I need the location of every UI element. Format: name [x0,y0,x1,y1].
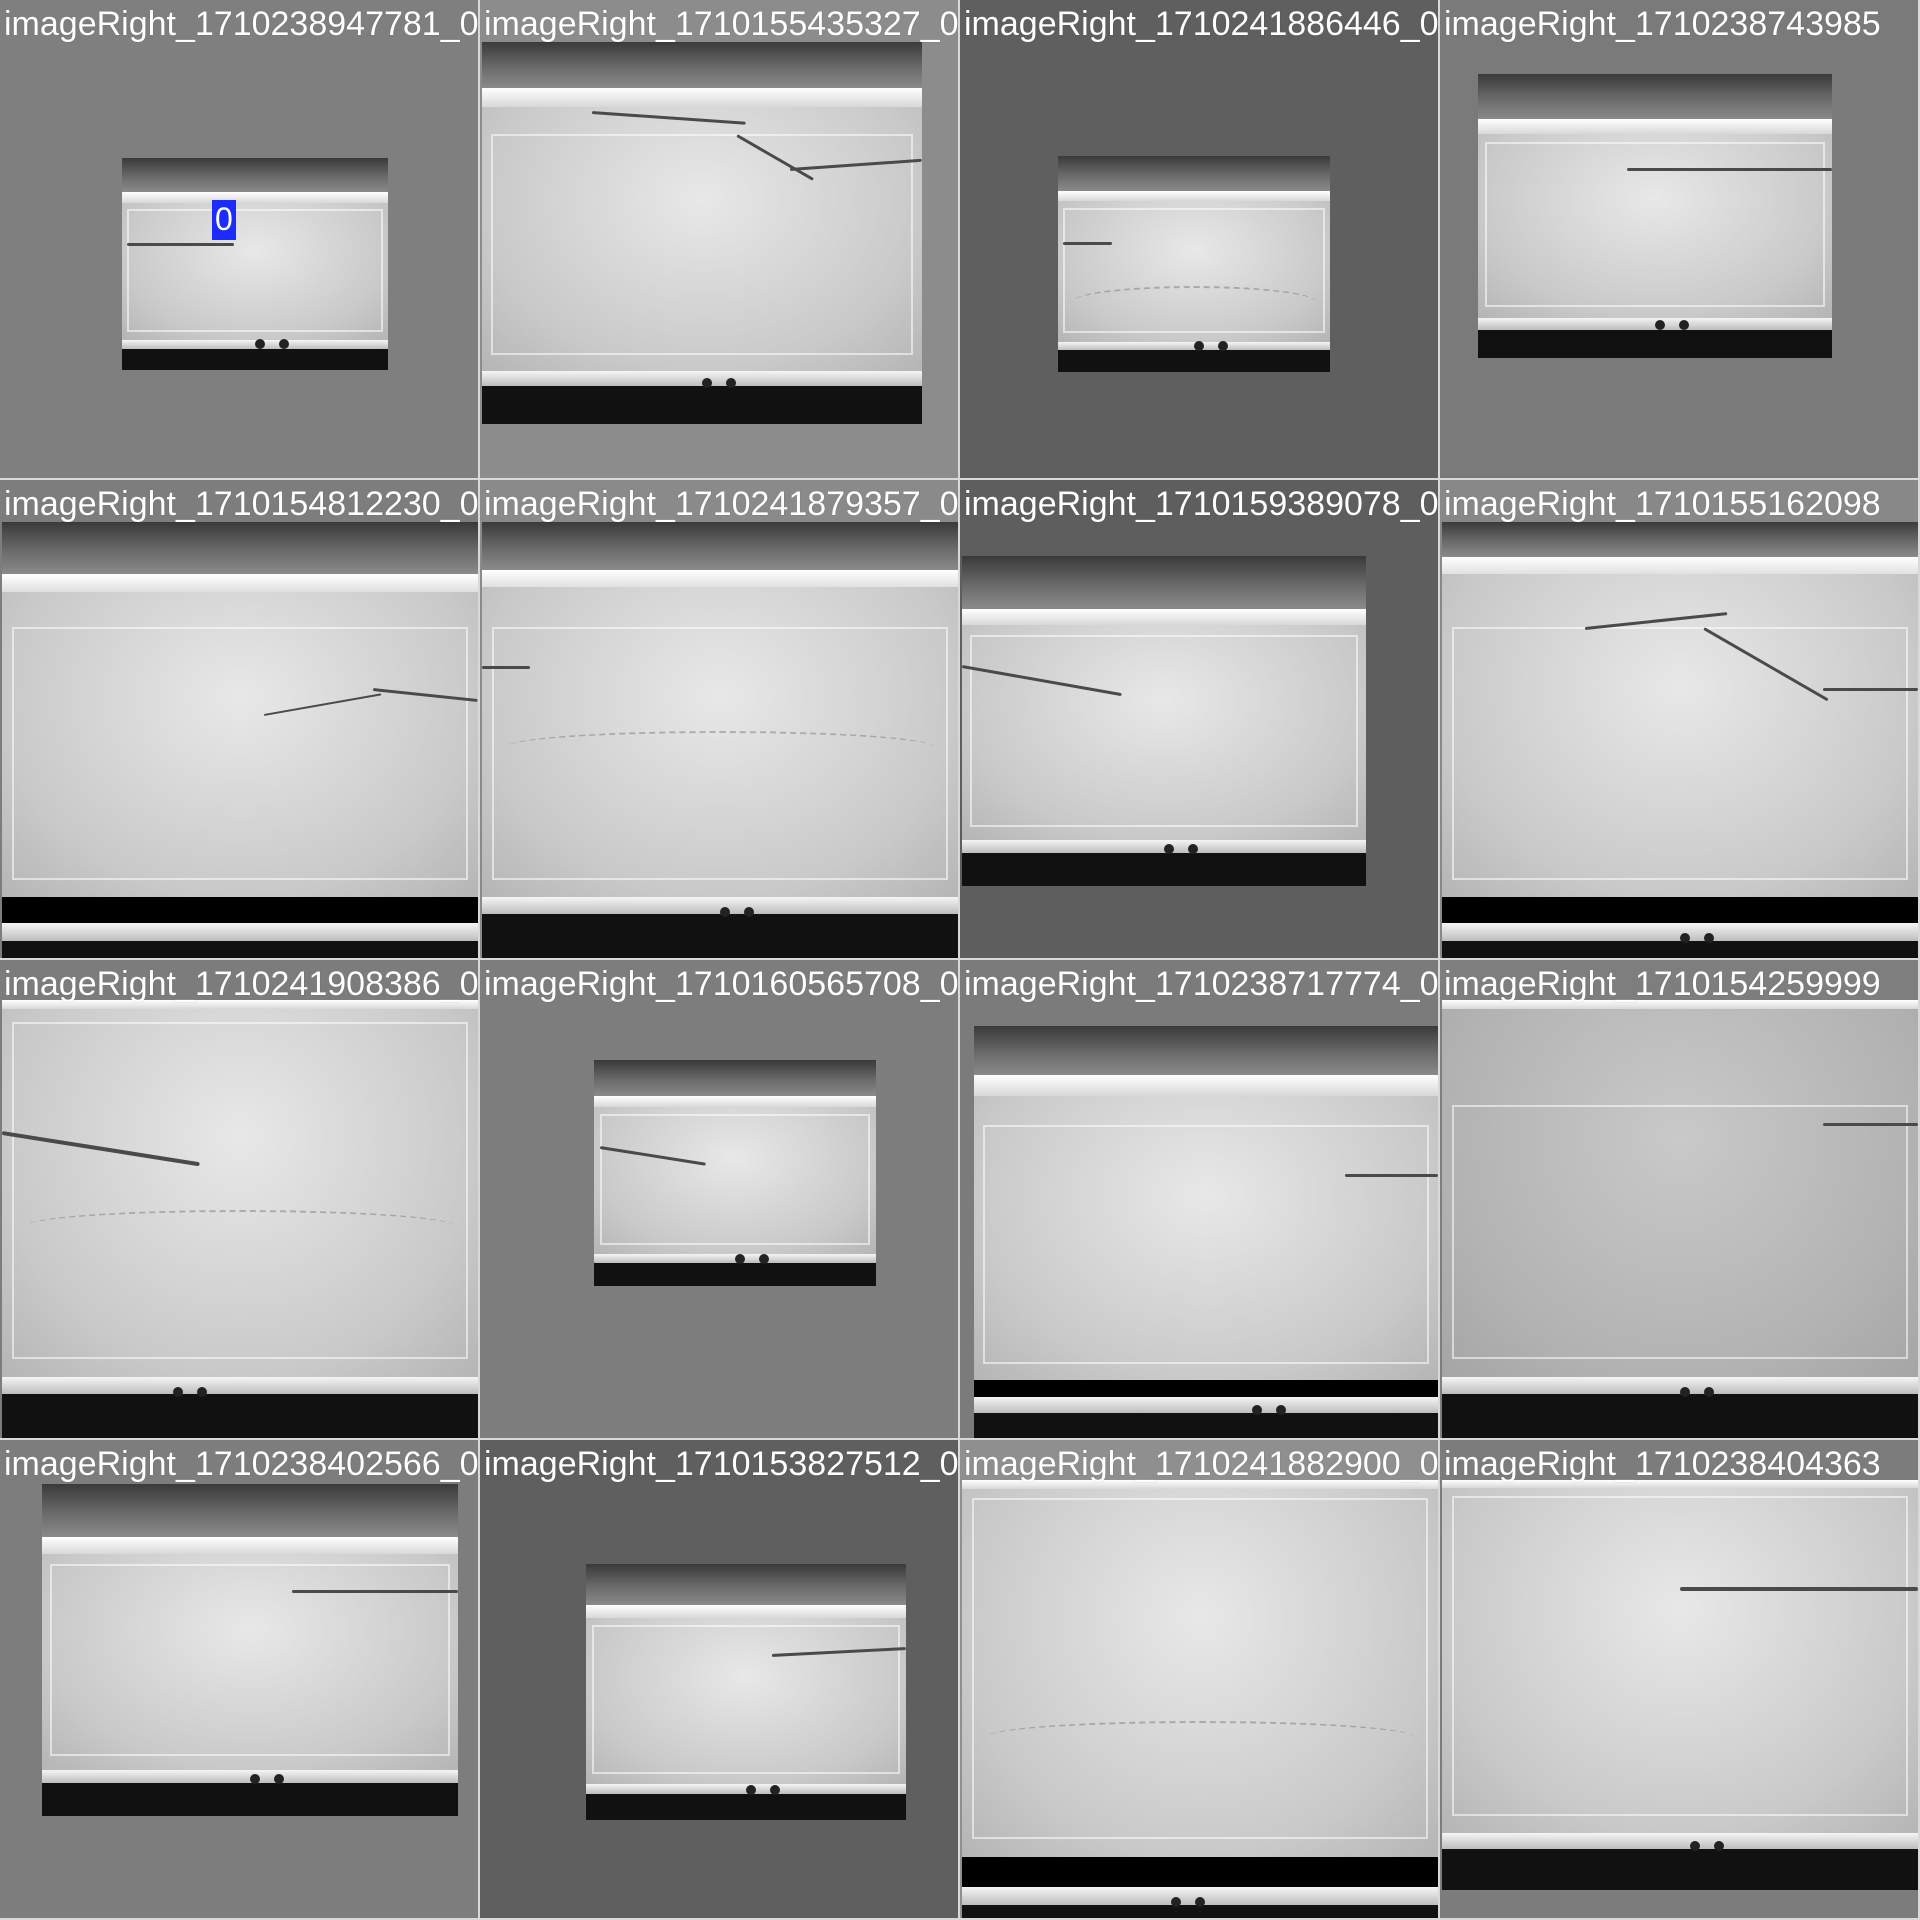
tile-16[interactable]: 0 imageRight_1710238404363 [1440,1440,1920,1920]
tile-9[interactable]: 0 imageRight_1710241908386_000000.png [0,960,480,1440]
tank-photo [2,1000,478,1438]
tank-photo [1442,1000,1918,1438]
tile-filename: imageRight_1710241882900_000000.png [964,1445,1439,1483]
tank-photo [974,1026,1438,1438]
tile-filename: imageRight_1710155435327_000000.png [484,5,959,43]
tile-filename: imageRight_1710241908386_000000.png [4,965,479,1003]
tile-7[interactable]: 0 imageRight_1710159389078_000000.png [960,480,1440,960]
tank-photo [962,556,1366,886]
tile-filename: imageRight_1710159389078_000000.png [964,485,1439,523]
tank-photo [1442,1480,1918,1890]
tile-filename: imageRight_1710241886446_000000.png [964,5,1439,43]
tank-photo [594,1060,876,1286]
tile-filename: imageRight_1710238717774_000000.png [964,965,1439,1003]
tile-filename: imageRight_1710238404363 [1444,1445,1881,1483]
tank-photo [1058,156,1330,372]
tank-photo [962,1480,1438,1918]
tile-10[interactable]: 0 imageRight_1710160565708_000000.png [480,960,960,1440]
tile-13[interactable]: 0 imageRight_1710238402566_000000.png [0,1440,480,1920]
tile-8[interactable]: 0 imageRight_1710155162098 [1440,480,1920,960]
tile-filename: imageRight_1710154259999 [1444,965,1881,1003]
tile-14[interactable]: 0 imageRight_1710153827512_000000.png [480,1440,960,1920]
tile-12[interactable]: 0 imageRight_1710154259999 [1440,960,1920,1440]
tile-5[interactable]: 0 imageRight_1710154812230_000000.png [0,480,480,960]
tank-photo [482,42,922,424]
tile-filename: imageRight_1710155162098 [1444,485,1881,523]
tile-2[interactable]: 0 imageRight_1710155435327_000000.png [480,0,960,480]
tank-photo [122,158,388,370]
tile-filename: imageRight_1710153827512_000000.png [484,1445,959,1483]
tank-photo [586,1564,906,1820]
tile-filename: imageRight_1710154812230_000000.png [4,485,479,523]
tile-filename: imageRight_1710241879357_000000.png [484,485,959,523]
tank-photo [1442,522,1918,958]
tank-photo [1478,74,1832,358]
tank-photo [2,522,478,958]
tile-15[interactable]: 0 imageRight_1710241882900_000000.png [960,1440,1440,1920]
tank-photo [482,522,958,958]
tile-6[interactable]: 0 imageRight_1710241879357_000000.png [480,480,960,960]
tile-1[interactable]: 0 imageRight_1710238947781_000000.png [0,0,480,480]
tile-filename: imageRight_1710238947781_000000.png [4,5,479,43]
tank-photo [42,1484,458,1816]
tile-3[interactable]: 0 imageRight_1710241886446_000000.png [960,0,1440,480]
detection-class-label: 0 [212,200,236,240]
tile-11[interactable]: 0 imageRight_1710238717774_000000.png [960,960,1440,1440]
tile-filename: imageRight_1710238743985 [1444,5,1881,43]
tile-filename: imageRight_1710238402566_000000.png [4,1445,479,1483]
tile-4[interactable]: 0 imageRight_1710238743985 [1440,0,1920,480]
tile-filename: imageRight_1710160565708_000000.png [484,965,959,1003]
